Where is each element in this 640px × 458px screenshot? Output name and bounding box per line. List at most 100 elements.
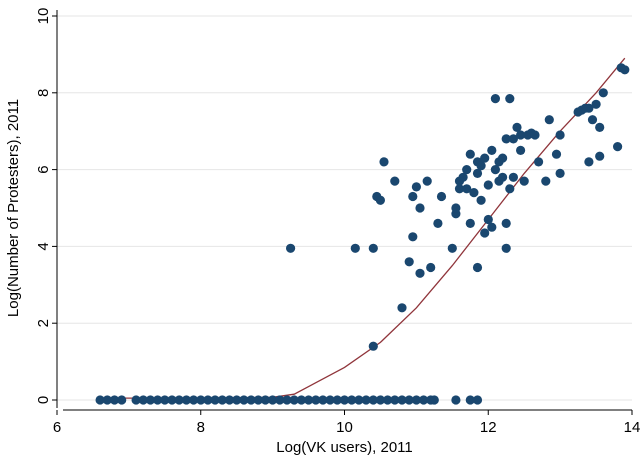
- data-point: [498, 172, 508, 182]
- data-point: [332, 395, 342, 405]
- data-point: [598, 88, 608, 98]
- fitted-line: [100, 57, 626, 399]
- y-tick-label: 2: [35, 319, 52, 327]
- data-point: [426, 262, 436, 273]
- data-point: [501, 218, 511, 228]
- data-point: [487, 145, 497, 155]
- data-point: [508, 134, 518, 144]
- data-point: [551, 149, 562, 159]
- data-point: [408, 191, 418, 202]
- data-point: [296, 395, 306, 405]
- data-point: [462, 165, 472, 175]
- data-point: [397, 303, 407, 313]
- data-point: [541, 176, 551, 186]
- data-point: [282, 395, 292, 405]
- axis-layer: 0 2 4 6 8 10 6 8 10 12 14: [35, 8, 640, 436]
- data-point: [465, 395, 475, 405]
- data-point: [591, 99, 601, 109]
- data-point: [505, 94, 515, 104]
- data-point: [465, 149, 475, 159]
- data-point: [368, 243, 378, 253]
- data-point: [232, 395, 242, 405]
- y-axis-title: Log(Number of Protesters), 2011: [5, 99, 22, 317]
- data-point: [217, 395, 227, 405]
- data-point: [289, 395, 299, 405]
- data-point: [350, 243, 360, 253]
- data-point: [512, 122, 522, 132]
- data-point: [454, 184, 465, 194]
- data-point: [508, 172, 518, 182]
- data-point: [555, 168, 565, 178]
- data-point: [516, 145, 526, 155]
- data-point: [415, 268, 425, 278]
- data-point: [595, 122, 605, 132]
- data-point: [490, 165, 500, 175]
- data-point: [253, 395, 263, 405]
- data-point: [404, 395, 414, 405]
- data-point: [462, 184, 472, 194]
- data-point: [519, 176, 529, 186]
- data-point: [102, 395, 112, 405]
- data-point: [429, 395, 439, 405]
- x-tick-label: 14: [624, 419, 640, 436]
- data-point: [472, 395, 483, 405]
- data-point: [555, 130, 565, 140]
- data-point: [476, 161, 486, 171]
- data-point: [311, 395, 321, 405]
- data-point: [397, 395, 407, 405]
- data-point: [174, 395, 184, 405]
- data-point: [587, 115, 598, 125]
- data-point: [501, 243, 511, 253]
- data-point: [383, 395, 393, 405]
- data-point: [415, 203, 425, 213]
- data-point: [379, 157, 389, 167]
- data-point: [210, 395, 220, 405]
- data-point: [447, 243, 457, 253]
- x-tick-label: 8: [197, 419, 205, 436]
- data-point: [390, 176, 400, 186]
- data-point: [275, 395, 285, 405]
- y-tick-label: 8: [35, 89, 52, 97]
- y-tick-label: 10: [35, 8, 52, 25]
- data-point: [138, 395, 148, 405]
- data-point: [480, 153, 490, 163]
- data-point: [160, 395, 170, 405]
- data-point: [584, 157, 594, 167]
- data-point: [404, 257, 414, 267]
- data-point: [419, 395, 429, 405]
- data-point: [354, 395, 364, 405]
- data-point: [411, 182, 421, 192]
- data-point: [95, 395, 105, 405]
- data-point: [189, 395, 199, 405]
- data-point: [487, 222, 497, 232]
- data-point: [620, 65, 630, 75]
- data-point: [584, 103, 594, 113]
- data-point: [325, 395, 335, 405]
- data-point: [480, 228, 490, 238]
- data-point: [451, 395, 461, 405]
- y-tick-label: 6: [35, 165, 52, 173]
- data-point: [534, 157, 544, 167]
- data-point: [530, 130, 540, 140]
- data-point: [451, 203, 461, 213]
- data-point: [483, 214, 493, 225]
- data-point: [436, 191, 447, 202]
- data-point: [469, 188, 479, 198]
- x-tick-label: 12: [480, 419, 497, 436]
- data-point: [347, 395, 357, 405]
- data-point: [109, 395, 120, 405]
- points-layer: [95, 63, 630, 405]
- data-point: [131, 395, 141, 405]
- data-point: [260, 395, 270, 405]
- data-point: [501, 134, 511, 144]
- x-axis-title: Log(VK users), 2011: [276, 439, 412, 456]
- data-point: [239, 395, 249, 405]
- data-point: [516, 130, 526, 140]
- grid-layer: [57, 15, 632, 401]
- data-point: [411, 395, 421, 405]
- data-point: [483, 180, 493, 190]
- data-point: [408, 232, 418, 242]
- data-point: [458, 172, 468, 182]
